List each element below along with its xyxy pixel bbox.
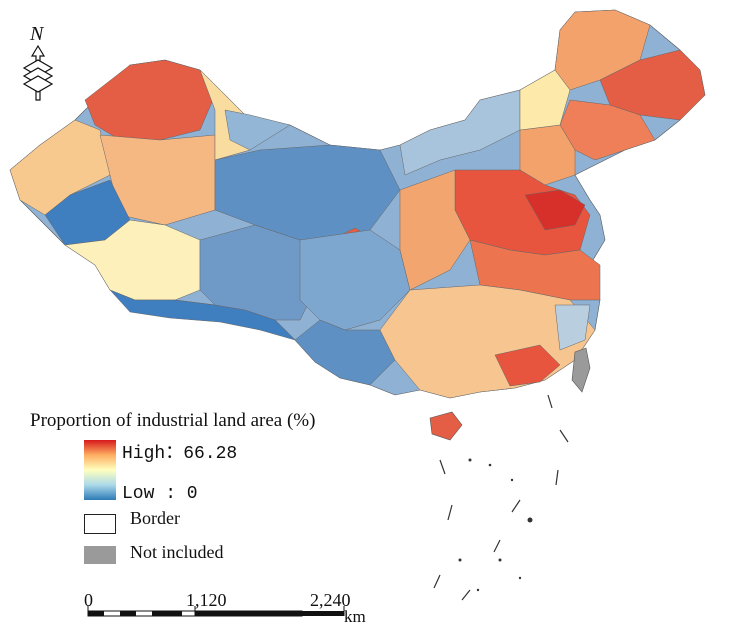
region-shandong (524, 189, 586, 231)
legend-not-included-swatch (84, 546, 116, 564)
region-tibet-west (109, 289, 296, 341)
scale-tick-0: 0 (84, 590, 93, 610)
north-arrow: N (20, 22, 56, 111)
scale-bar (87, 606, 345, 617)
region-xinjiang-north (84, 59, 216, 141)
region-hainan (429, 411, 463, 441)
region-heilongjiang-north (554, 9, 651, 91)
legend-title: Proportion of industrial land area (%) (30, 410, 316, 431)
scale-tick-1120: 1,120 (186, 590, 227, 610)
north-arrow-letter: N (29, 23, 45, 45)
region-sichuan (299, 229, 411, 331)
legend-high-label: High：66.28 (122, 444, 238, 464)
legend-low-label: Low : 0 (122, 484, 198, 504)
region-xinjiang-center (99, 134, 216, 226)
legend-border-label: Border (130, 508, 180, 528)
region-guangdong (494, 344, 561, 387)
south-china-sea-border (433, 394, 569, 601)
scale-unit: km (344, 607, 366, 626)
north-arrow-icon: N (22, 23, 54, 101)
region-central (399, 169, 471, 291)
region-inner-mongolia-east (519, 69, 571, 131)
scale-tick-2240: 2,240 (310, 590, 351, 610)
legend-border-swatch (84, 514, 116, 534)
region-taiwan (571, 347, 591, 393)
region-inner-mongolia-west (224, 109, 291, 151)
legend-not-included-label: Not included (130, 542, 224, 562)
region-fujian (554, 304, 591, 351)
south-china-sea-islands (458, 458, 533, 592)
legend-color-ramp (84, 440, 116, 500)
